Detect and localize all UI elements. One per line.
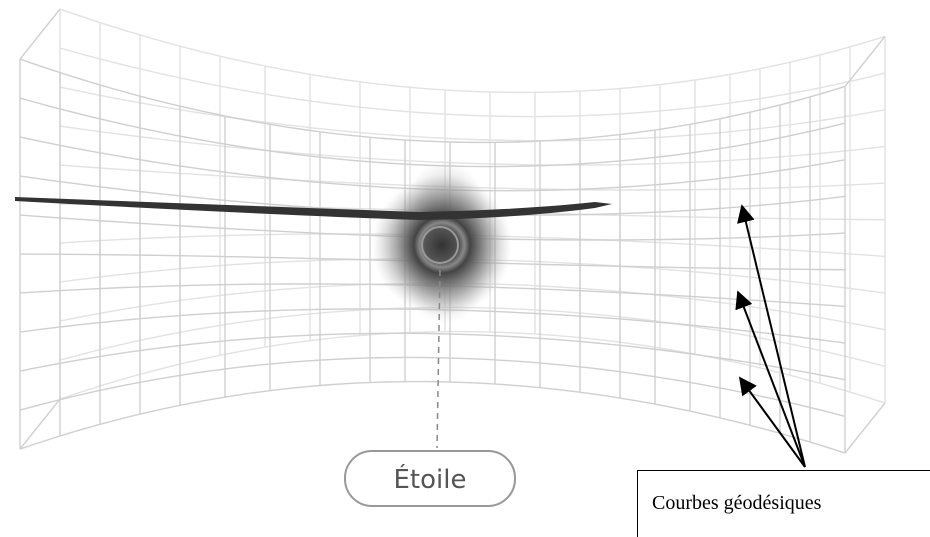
edge-line (845, 403, 885, 453)
geodesic-line (60, 9, 885, 92)
geodesic-line (60, 48, 885, 116)
arrow (738, 292, 805, 467)
geodesic-line (60, 332, 885, 403)
geodesic-line (60, 87, 885, 141)
edge-line (20, 9, 60, 59)
edge-line (845, 36, 885, 86)
star (372, 175, 512, 315)
geodesic-line (20, 357, 845, 416)
geodesic-line (20, 59, 845, 142)
light-ray (15, 197, 612, 220)
star-label: Étoile (394, 463, 467, 495)
edge-line (20, 399, 60, 449)
geodesic-line (60, 126, 885, 165)
geodesic-line (20, 382, 845, 453)
caption: Courbes géodésiques (652, 492, 822, 514)
diagram: Étoile Courbes géodésiques (0, 0, 930, 537)
